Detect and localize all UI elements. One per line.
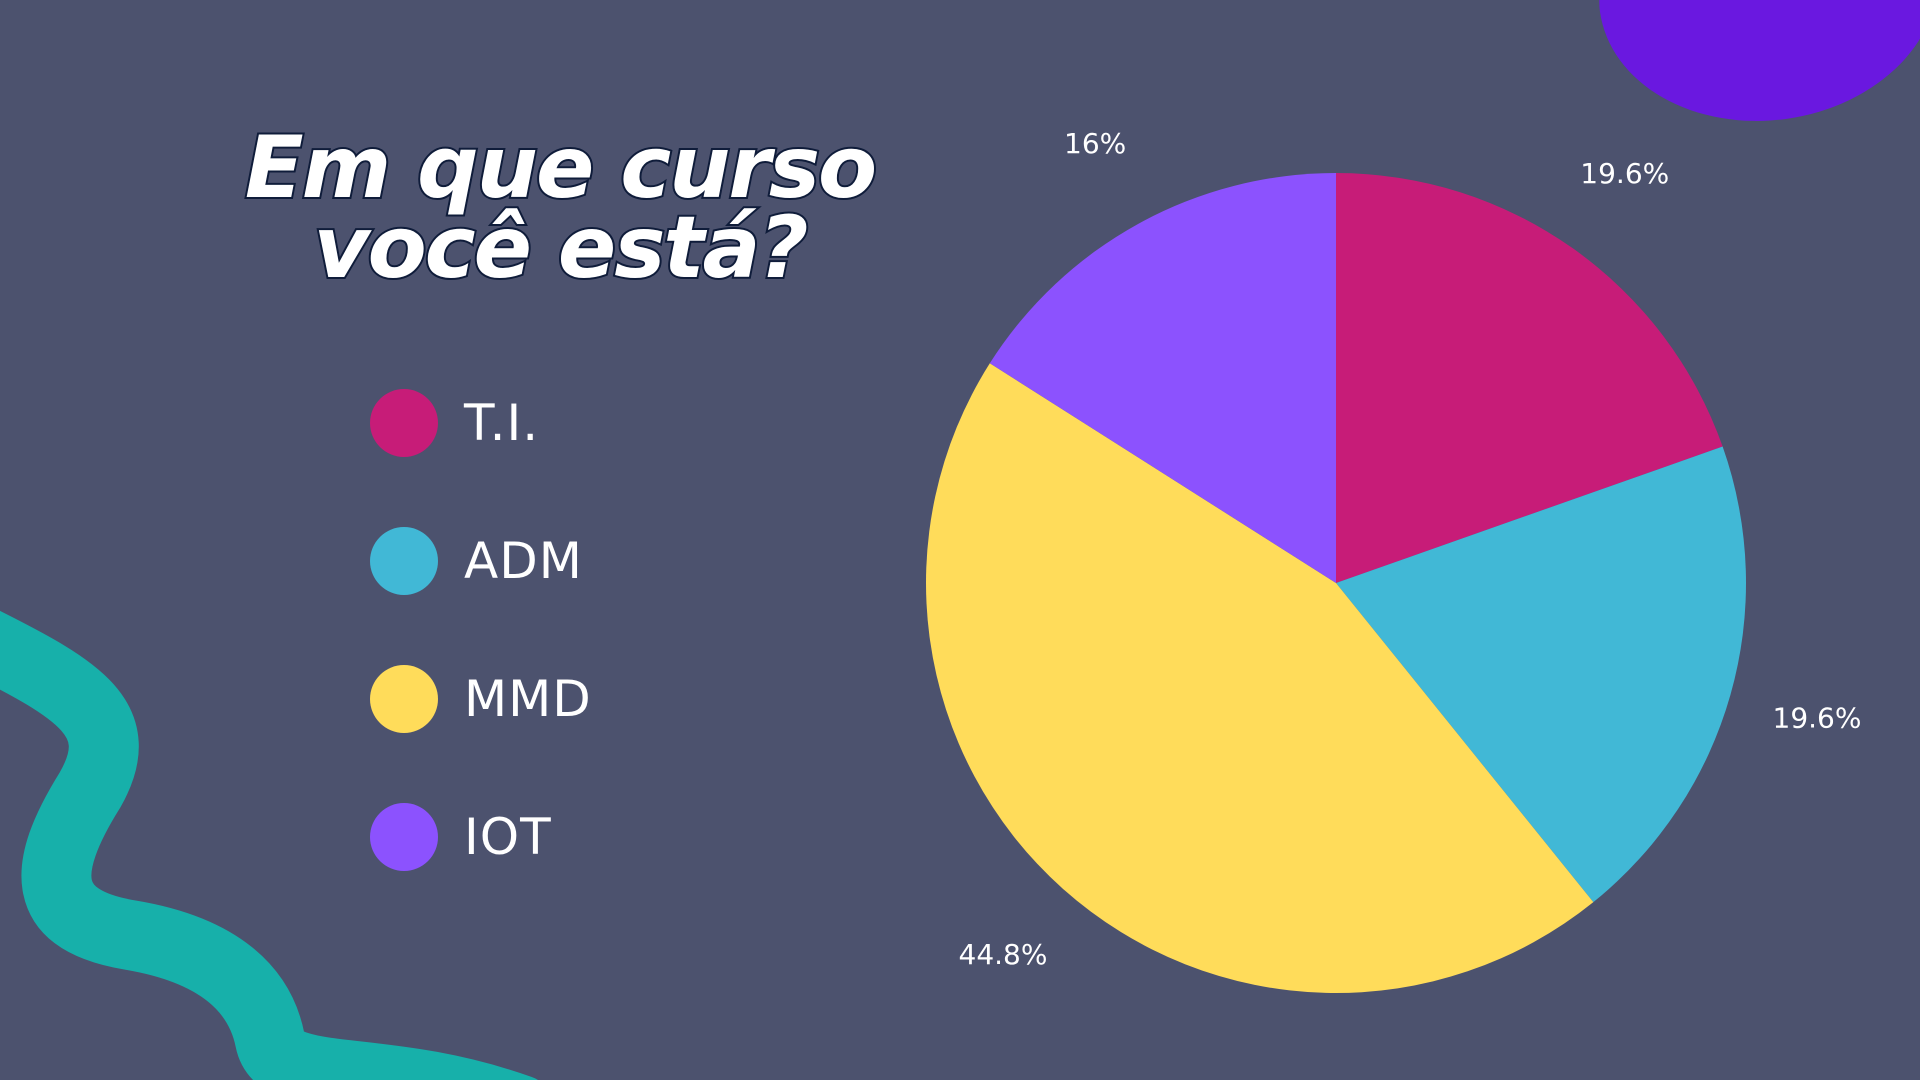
legend-label-iot: IOT <box>464 808 552 866</box>
legend-swatch-iot <box>370 803 438 871</box>
chart-legend: T.I. ADM MMD IOT <box>370 388 592 940</box>
pie-slice-adm <box>1336 446 1747 903</box>
legend-swatch-mmd <box>370 665 438 733</box>
chart-title-line1: Em que curso <box>243 118 879 218</box>
data-label-t-i: 19.6% <box>1580 157 1669 190</box>
data-label-mmd: 44.8% <box>959 938 1048 971</box>
legend-item-mmd: MMD <box>370 664 592 734</box>
pie-slice-t-i <box>1336 173 1723 583</box>
legend-label-adm: ADM <box>464 532 583 590</box>
legend-item-ti: T.I. <box>370 388 592 458</box>
legend-label-ti: T.I. <box>464 394 540 452</box>
chart-title-line2: você está? <box>312 198 811 298</box>
legend-swatch-ti <box>370 389 438 457</box>
chart-title: Em que curso você está? <box>200 118 920 298</box>
legend-item-adm: ADM <box>370 526 592 596</box>
legend-item-iot: IOT <box>370 802 592 872</box>
legend-swatch-adm <box>370 527 438 595</box>
data-label-iot: 16% <box>1064 127 1126 160</box>
data-label-adm: 19.6% <box>1773 701 1862 734</box>
legend-label-mmd: MMD <box>464 670 592 728</box>
pie-slice-mmd <box>925 363 1594 994</box>
pie-slice-iot <box>989 173 1336 583</box>
